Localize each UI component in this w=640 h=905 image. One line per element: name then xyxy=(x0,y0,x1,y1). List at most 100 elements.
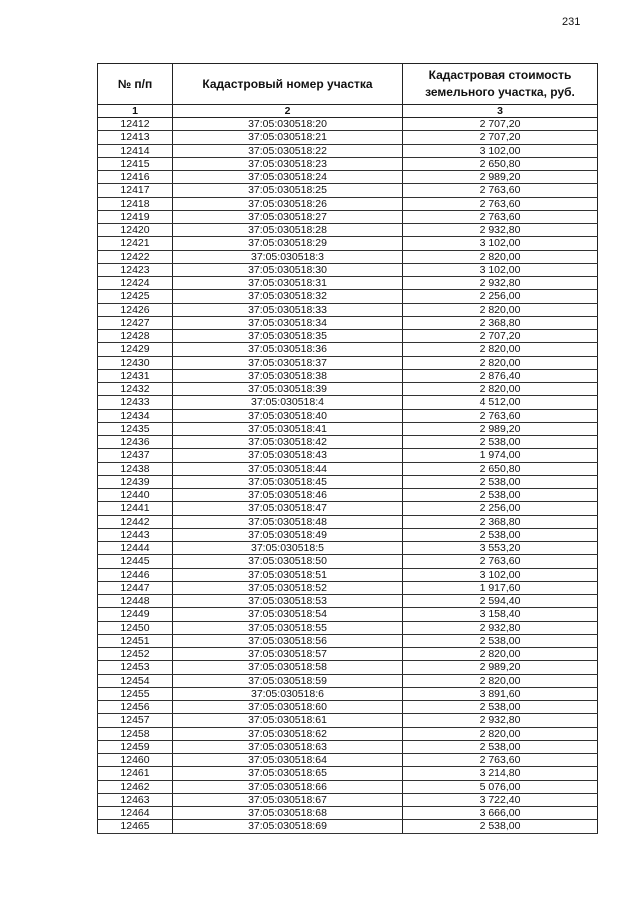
cadastral-value: 4 512,00 xyxy=(402,395,598,410)
table-row: 12443 37:05:030518:49 2 538,00 xyxy=(97,527,598,543)
table-row: 12456 37:05:030518:60 2 538,00 xyxy=(97,699,598,715)
table-row: 12431 37:05:030518:38 2 876,40 xyxy=(97,368,598,384)
table-row: 12451 37:05:030518:56 2 538,00 xyxy=(97,633,598,649)
cadastral-number: 37:05:030518:24 xyxy=(172,169,403,185)
cadastral-value: 2 538,00 xyxy=(402,527,598,543)
cadastral-value: 3 102,00 xyxy=(402,262,598,278)
table-row: 12416 37:05:030518:24 2 989,20 xyxy=(97,169,598,185)
cadastral-number: 37:05:030518:29 xyxy=(172,236,403,251)
cadastral-number: 37:05:030518:27 xyxy=(172,209,403,225)
row-index: 12442 xyxy=(97,514,173,529)
table-row: 12462 37:05:030518:66 5 076,00 xyxy=(97,779,598,794)
cadastral-number: 37:05:030518:49 xyxy=(172,527,403,543)
row-index: 12432 xyxy=(97,381,173,397)
cadastral-number: 37:05:030518:50 xyxy=(172,554,403,569)
row-index: 12455 xyxy=(97,686,173,702)
cadastral-value: 2 538,00 xyxy=(402,633,598,649)
table-row: 12448 37:05:030518:53 2 594,40 xyxy=(97,593,598,609)
table-row: 12426 37:05:030518:33 2 820,00 xyxy=(97,302,598,317)
cadastral-number: 37:05:030518:40 xyxy=(172,408,403,423)
row-index: 12449 xyxy=(97,607,173,622)
table-row: 12417 37:05:030518:25 2 763,60 xyxy=(97,183,598,198)
header-row: № п/п Кадастровый номер участка Кадастро… xyxy=(97,63,598,105)
cadastral-number: 37:05:030518:46 xyxy=(172,487,403,503)
cadastral-value: 2 989,20 xyxy=(402,421,598,437)
row-index: 12440 xyxy=(97,487,173,503)
cadastral-value: 2 707,20 xyxy=(402,328,598,344)
cadastral-number: 37:05:030518:35 xyxy=(172,328,403,344)
cadastral-number: 37:05:030518:38 xyxy=(172,368,403,384)
header-cadastral-number: Кадастровый номер участка xyxy=(172,63,403,105)
cadastral-value: 3 891,60 xyxy=(402,686,598,702)
cadastral-number: 37:05:030518:55 xyxy=(172,620,403,635)
cadastral-value: 2 820,00 xyxy=(402,342,598,357)
cadastral-value: 3 214,80 xyxy=(402,766,598,781)
table-row: 12415 37:05:030518:23 2 650,80 xyxy=(97,156,598,172)
row-index: 12428 xyxy=(97,328,173,344)
table-row: 12418 37:05:030518:26 2 763,60 xyxy=(97,196,598,211)
cadastral-value: 2 763,60 xyxy=(402,209,598,225)
cadastral-value: 2 538,00 xyxy=(402,474,598,490)
cadastral-number: 37:05:030518:20 xyxy=(172,116,403,132)
row-index: 12430 xyxy=(97,355,173,370)
cadastral-number: 37:05:030518:61 xyxy=(172,713,403,728)
cadastral-number: 37:05:030518:30 xyxy=(172,262,403,278)
cadastral-value: 3 102,00 xyxy=(402,143,598,158)
cadastral-number: 37:05:030518:34 xyxy=(172,315,403,331)
table-row: 12446 37:05:030518:51 3 102,00 xyxy=(97,567,598,582)
row-index: 12429 xyxy=(97,342,173,357)
table-row: 12454 37:05:030518:59 2 820,00 xyxy=(97,673,598,688)
cadastral-value: 2 820,00 xyxy=(402,726,598,741)
table-row: 12449 37:05:030518:54 3 158,40 xyxy=(97,607,598,622)
cadastral-value: 3 722,40 xyxy=(402,792,598,808)
cadastral-number: 37:05:030518:6 xyxy=(172,686,403,702)
row-index: 12418 xyxy=(97,196,173,211)
row-index: 12465 xyxy=(97,819,173,834)
cadastral-number: 37:05:030518:53 xyxy=(172,593,403,609)
cadastral-number: 37:05:030518:48 xyxy=(172,514,403,529)
cadastral-value: 2 763,60 xyxy=(402,183,598,198)
row-index: 12461 xyxy=(97,766,173,781)
cadastral-number: 37:05:030518:62 xyxy=(172,726,403,741)
cadastral-value: 2 820,00 xyxy=(402,381,598,397)
row-index: 12464 xyxy=(97,805,173,821)
row-index: 12459 xyxy=(97,739,173,755)
cadastral-value: 2 820,00 xyxy=(402,355,598,370)
table-row: 12419 37:05:030518:27 2 763,60 xyxy=(97,209,598,225)
row-index: 12436 xyxy=(97,434,173,450)
cadastral-number: 37:05:030518:42 xyxy=(172,434,403,450)
table-row: 12421 37:05:030518:29 3 102,00 xyxy=(97,236,598,251)
table-row: 12432 37:05:030518:39 2 820,00 xyxy=(97,381,598,397)
table-row: 12453 37:05:030518:58 2 989,20 xyxy=(97,660,598,675)
cadastral-number: 37:05:030518:33 xyxy=(172,302,403,317)
cadastral-value: 2 368,80 xyxy=(402,315,598,331)
row-index: 12435 xyxy=(97,421,173,437)
cadastral-number: 37:05:030518:5 xyxy=(172,540,403,556)
row-index: 12456 xyxy=(97,699,173,715)
cadastral-number: 37:05:030518:54 xyxy=(172,607,403,622)
row-index: 12446 xyxy=(97,567,173,582)
row-index: 12420 xyxy=(97,222,173,238)
cadastral-number: 37:05:030518:63 xyxy=(172,739,403,755)
table-row: 12463 37:05:030518:67 3 722,40 xyxy=(97,792,598,808)
table-row: 12427 37:05:030518:34 2 368,80 xyxy=(97,315,598,331)
cadastral-value-table: № п/п Кадастровый номер участка Кадастро… xyxy=(97,63,598,834)
row-index: 12427 xyxy=(97,315,173,331)
cadastral-number: 37:05:030518:57 xyxy=(172,646,403,662)
cadastral-value: 1 974,00 xyxy=(402,448,598,463)
cadastral-number: 37:05:030518:21 xyxy=(172,130,403,145)
cadastral-value: 3 158,40 xyxy=(402,607,598,622)
cadastral-number: 37:05:030518:65 xyxy=(172,766,403,781)
cadastral-number: 37:05:030518:45 xyxy=(172,474,403,490)
cadastral-number: 37:05:030518:64 xyxy=(172,752,403,768)
row-index: 12413 xyxy=(97,130,173,145)
table-row: 12424 37:05:030518:31 2 932,80 xyxy=(97,275,598,291)
cadastral-number: 37:05:030518:22 xyxy=(172,143,403,158)
row-index: 12425 xyxy=(97,289,173,304)
cadastral-number: 37:05:030518:3 xyxy=(172,249,403,264)
cadastral-value: 2 594,40 xyxy=(402,593,598,609)
table-row: 12457 37:05:030518:61 2 932,80 xyxy=(97,713,598,728)
table-row: 12450 37:05:030518:55 2 932,80 xyxy=(97,620,598,635)
row-index: 12439 xyxy=(97,474,173,490)
table-row: 12440 37:05:030518:46 2 538,00 xyxy=(97,487,598,503)
